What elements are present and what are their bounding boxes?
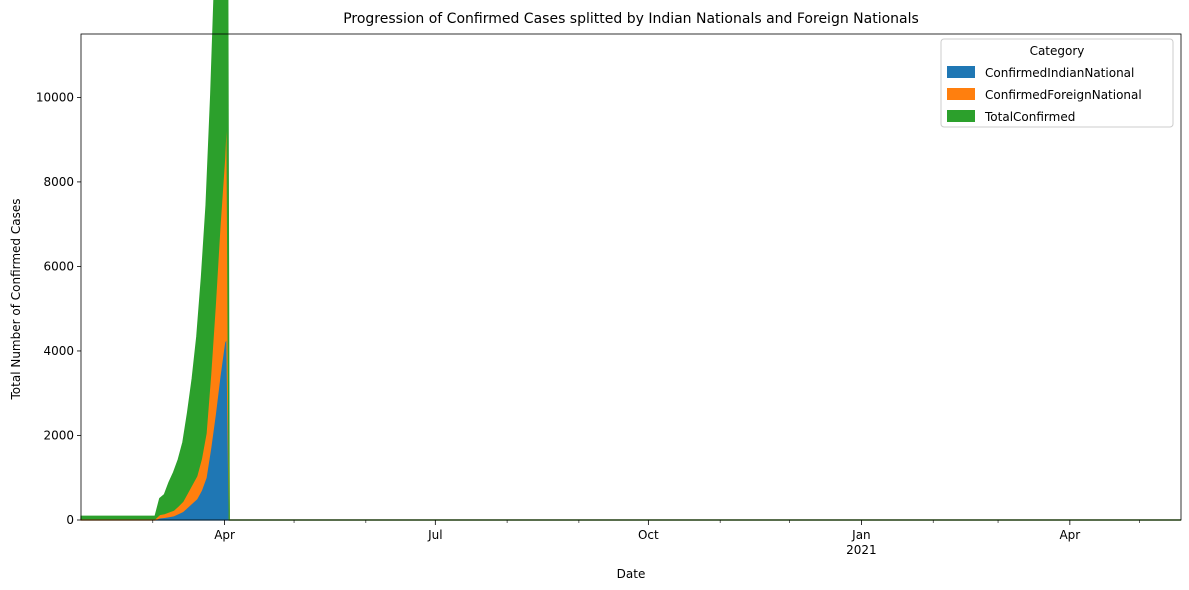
y-tick-label: 10000: [36, 90, 74, 104]
legend-swatch: [947, 66, 975, 78]
legend-label: ConfirmedIndianNational: [985, 66, 1134, 80]
y-tick-label: 6000: [43, 259, 74, 273]
legend-title: Category: [1030, 44, 1085, 58]
plot-frame: [80, 33, 1182, 521]
x-axis-label: Date: [617, 567, 646, 581]
legend-label: TotalConfirmed: [984, 110, 1075, 124]
legend-swatch: [947, 110, 975, 122]
chart-title: Progression of Confirmed Cases splitted …: [343, 11, 919, 27]
x-tick-label: Jul: [427, 528, 442, 542]
legend-box: [940, 38, 1174, 128]
legend: Category ConfirmedIndianNational Confirmed…: [940, 38, 1174, 128]
y-axis-label: Total Number of Confirmed Cases: [9, 199, 23, 401]
x-tick-label: Jan: [851, 528, 871, 542]
legend-label: ConfirmedForeignNational: [985, 88, 1142, 102]
y-tick-label: 4000: [43, 344, 74, 358]
y-tick-label: 2000: [43, 428, 74, 442]
legend-swatch: [947, 88, 975, 100]
y-tick-label: 0: [66, 513, 74, 527]
x-tick-label: Oct: [638, 528, 659, 542]
x-tick-sublabel: 2021: [846, 543, 877, 557]
x-tick-label: Apr: [1059, 528, 1080, 542]
x-tick-label: Apr: [214, 528, 235, 542]
y-tick-label: 8000: [43, 175, 74, 189]
